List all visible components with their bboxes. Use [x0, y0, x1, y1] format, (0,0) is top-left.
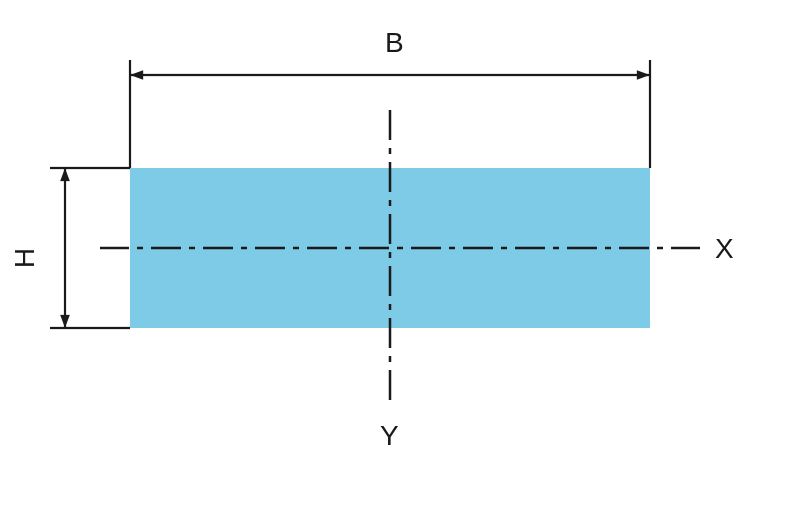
- y-axis-label: Y: [380, 420, 399, 451]
- cross-section-diagram: X Y B H: [0, 0, 800, 530]
- dimension-h-label: H: [9, 248, 40, 268]
- x-axis-label: X: [715, 233, 734, 264]
- dimension-b-label: B: [385, 27, 404, 58]
